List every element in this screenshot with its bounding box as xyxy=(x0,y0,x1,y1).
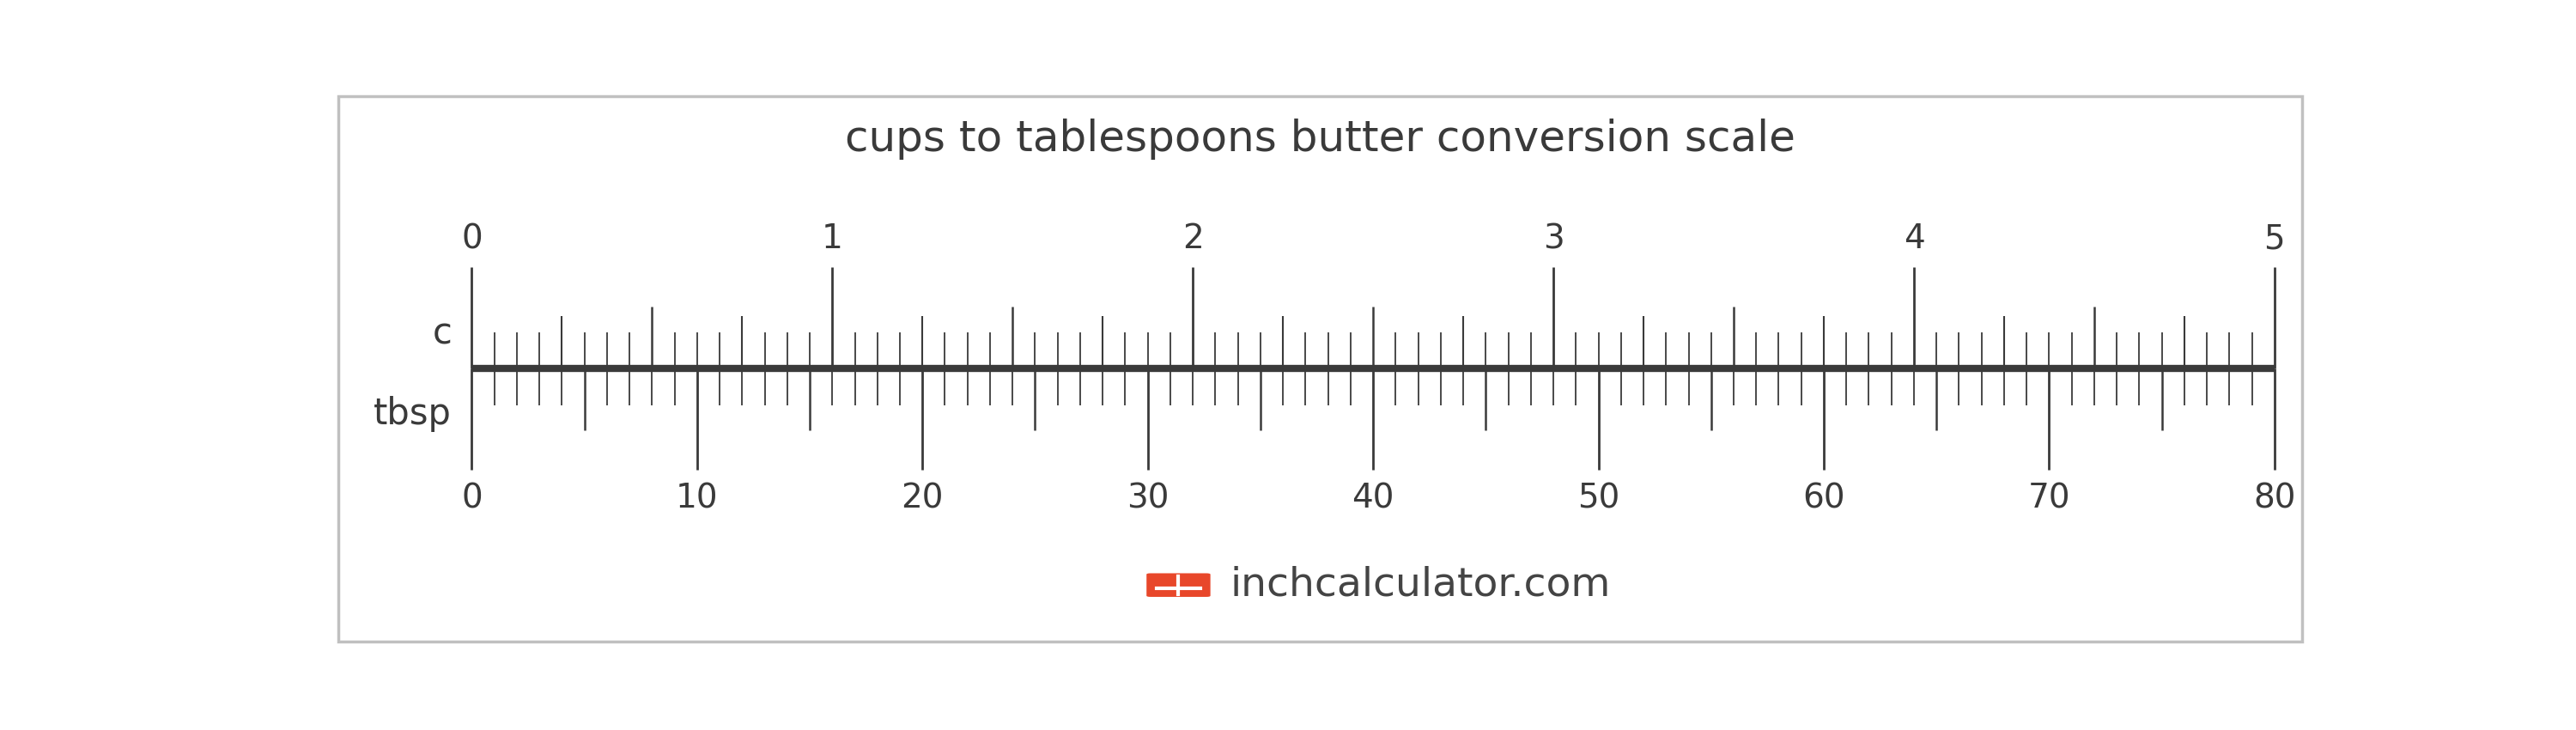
Text: 4: 4 xyxy=(1904,223,1924,255)
Text: 70: 70 xyxy=(2027,483,2071,515)
Text: 10: 10 xyxy=(675,483,719,515)
Text: 60: 60 xyxy=(1803,483,1844,515)
Text: cups to tablespoons butter conversion scale: cups to tablespoons butter conversion sc… xyxy=(845,118,1795,160)
Text: 2: 2 xyxy=(1182,223,1203,255)
Text: 1: 1 xyxy=(822,223,842,255)
Text: 20: 20 xyxy=(902,483,943,515)
Text: 0: 0 xyxy=(461,223,482,255)
Text: inchcalculator.com: inchcalculator.com xyxy=(1231,566,1610,604)
Text: c: c xyxy=(433,315,451,351)
Text: 80: 80 xyxy=(2254,483,2295,515)
Text: 50: 50 xyxy=(1577,483,1620,515)
Text: 0: 0 xyxy=(461,483,482,515)
FancyBboxPatch shape xyxy=(1146,573,1211,597)
Text: 40: 40 xyxy=(1352,483,1394,515)
Text: 5: 5 xyxy=(2264,223,2285,255)
Bar xyxy=(1151,575,1206,596)
Text: 3: 3 xyxy=(1543,223,1564,255)
Text: 30: 30 xyxy=(1126,483,1170,515)
Text: tbsp: tbsp xyxy=(374,396,451,432)
